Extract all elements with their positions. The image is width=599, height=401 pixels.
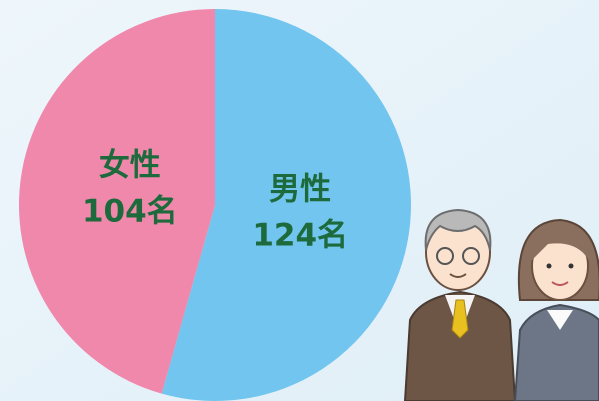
slice-name-label: 男性 — [269, 171, 331, 207]
pie: 男性 124名 女性 104名 — [19, 9, 411, 401]
slice-name-label: 女性 — [99, 148, 161, 184]
slice-value-label: 104名 — [82, 194, 178, 230]
chart: 男性 124名 女性 104名 — [0, 0, 599, 401]
page: 男性124名女性104名 (() => { const data = JSON.… — [0, 0, 599, 401]
slice-value-label: 124名 — [252, 217, 348, 253]
